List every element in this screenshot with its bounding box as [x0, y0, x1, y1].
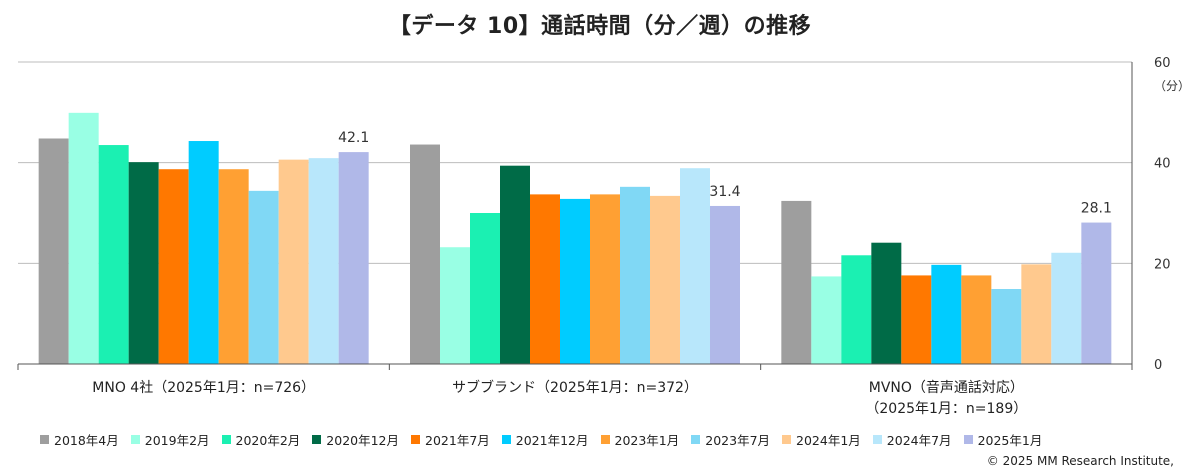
y-tick-label: 20: [1154, 257, 1171, 272]
legend-item: 2020年2月: [221, 430, 301, 449]
y-tick-label: 40: [1154, 157, 1171, 172]
bar-2020年2月: [841, 255, 872, 364]
legend-swatch: [501, 435, 511, 444]
legend-swatch: [130, 435, 140, 444]
y-tick-label: 60: [1154, 56, 1171, 71]
bar-2025年1月: [1081, 222, 1112, 364]
bar-2023年7月: [991, 289, 1022, 364]
bar-2024年1月: [1021, 264, 1052, 364]
bar-2020年12月: [128, 162, 159, 364]
legend-item: 2019年2月: [130, 430, 210, 449]
bar-2021年12月: [560, 198, 590, 364]
bar-2023年1月: [961, 275, 992, 364]
legend-label: 2018年4月: [54, 433, 119, 448]
bar-2024年7月: [680, 168, 710, 364]
bar-2023年1月: [218, 169, 249, 364]
data-label: 28.1: [1081, 201, 1112, 217]
legend-label: 2024年1月: [796, 433, 861, 448]
legend-swatch: [963, 435, 973, 444]
legend-swatch: [691, 435, 701, 444]
bar-2019年2月: [440, 247, 470, 364]
bar-2024年7月: [308, 158, 339, 364]
bar-2020年12月: [871, 242, 902, 364]
bar-2020年2月: [470, 213, 500, 364]
bar-2025年1月: [338, 152, 369, 364]
legend-item: 2024年7月: [872, 430, 952, 449]
copyright-notice: © 2025 MM Research Institute,: [986, 454, 1174, 468]
legend-swatch: [40, 435, 49, 444]
bar-2018年4月: [781, 200, 812, 364]
x-category-label: MVNO（音声通話対応）: [869, 379, 1024, 396]
legend-swatch: [872, 435, 882, 444]
y-axis-unit-label: （分）: [1154, 79, 1190, 93]
legend-label: 2023年1月: [614, 433, 680, 448]
legend-item: 2021年7月: [411, 430, 490, 449]
bar-2024年7月: [1051, 252, 1082, 364]
legend-item: 2020年12月: [312, 430, 399, 449]
data-label: 42.1: [338, 130, 369, 146]
legend-label: 2023年7月: [705, 433, 771, 448]
y-tick-label: 0: [1154, 358, 1162, 373]
bar-2020年2月: [98, 145, 129, 364]
legend-swatch: [411, 435, 421, 444]
legend-item: 2018年4月: [40, 430, 119, 449]
bar-2024年1月: [278, 159, 309, 364]
legend-label: 2021年7月: [425, 433, 490, 448]
bar-2021年12月: [188, 141, 219, 364]
x-category-label: MNO 4社（2025年1月：n=726）: [92, 380, 315, 396]
legend-swatch: [782, 435, 792, 444]
legend-label: 2021年12月: [515, 433, 589, 448]
bar-2023年7月: [248, 190, 279, 364]
bar-2023年7月: [620, 186, 650, 364]
legend-label: 2025年1月: [977, 433, 1043, 448]
legend-item: 2024年1月: [782, 430, 861, 449]
bar-2023年1月: [590, 194, 620, 364]
legend-item: 2023年1月: [600, 430, 680, 449]
bar-2021年7月: [901, 275, 932, 364]
data-label: 31.4: [709, 184, 740, 200]
legend-label: 2020年12月: [326, 433, 400, 448]
legend-label: 2020年2月: [235, 433, 301, 448]
bar-2018年4月: [410, 144, 440, 364]
bar-2024年1月: [650, 195, 680, 364]
legend-item: 2021年12月: [501, 430, 589, 449]
chart-legend: 2018年4月 2019年2月 2020年2月 2020年12月 2021年7月 2021…: [40, 430, 1160, 449]
x-category-label: サブブランド（2025年1月：n=372）: [452, 379, 698, 396]
bar-2021年12月: [931, 264, 962, 364]
bar-2021年7月: [530, 194, 560, 364]
x-category-label: （2025年1月：n=189）: [865, 401, 1027, 417]
legend-swatch: [312, 435, 322, 444]
bar-2021年7月: [158, 169, 189, 364]
legend-label: 2024年7月: [886, 433, 952, 448]
bar-2025年1月: [710, 205, 740, 364]
chart-title: 【データ 10】通話時間（分／週）の推移: [388, 14, 812, 39]
legend-label: 2019年2月: [144, 433, 210, 448]
legend-item: 2023年7月: [691, 430, 770, 449]
bar-2019年2月: [811, 276, 842, 364]
legend-item: 2025年1月: [963, 430, 1043, 449]
bar-2020年12月: [500, 165, 530, 364]
bar-2019年2月: [68, 112, 99, 364]
legend-swatch: [221, 435, 231, 444]
legend-swatch: [600, 435, 610, 444]
bar-2018年4月: [38, 138, 69, 364]
